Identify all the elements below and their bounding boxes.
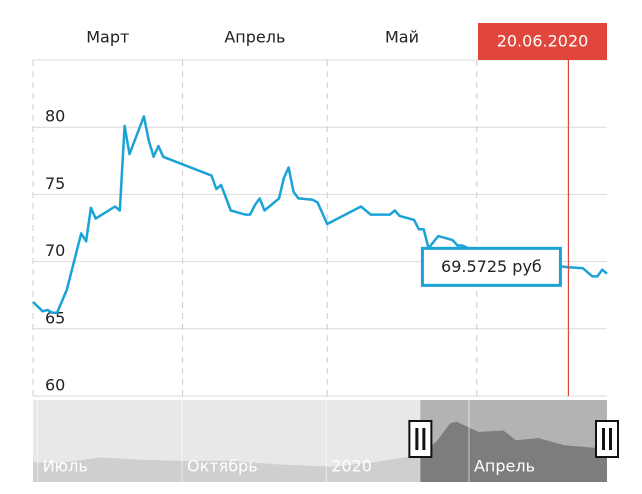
tooltip-box [420, 246, 562, 287]
y-tick-label: 70 [45, 241, 65, 260]
navigator-label: Июль [43, 457, 88, 476]
navigator-label: 2020 [331, 457, 372, 476]
handle-box [408, 420, 433, 458]
navigator-area-selected [420, 421, 607, 482]
tooltip-label: 69.5725 руб [441, 257, 542, 276]
month-label: Март [86, 28, 129, 47]
y-tick-label: 80 [45, 107, 65, 126]
y-tick-label: 60 [45, 376, 65, 395]
navigator-handle[interactable] [408, 420, 433, 458]
price-line [32, 115, 608, 314]
navigator-label: Апрель [474, 457, 535, 476]
handle-grip [609, 428, 612, 450]
date-flag [478, 23, 607, 60]
navigator-handle[interactable] [595, 420, 619, 458]
date-flag-label: 20.06.2020 [497, 32, 589, 51]
y-tick-label: 65 [45, 308, 65, 327]
navigator-label: Октябрь [187, 457, 258, 476]
y-tick-label: 75 [45, 174, 65, 193]
handle-box [595, 420, 619, 458]
plot-background [33, 60, 607, 396]
handle-grip [422, 428, 426, 450]
month-label: Апрель [224, 28, 285, 47]
handle-grip [602, 428, 605, 450]
month-label: Май [385, 28, 419, 47]
handle-grip [415, 428, 419, 450]
